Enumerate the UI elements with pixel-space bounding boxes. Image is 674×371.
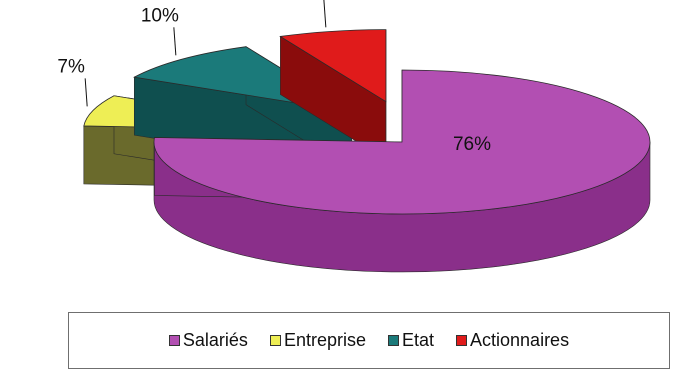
legend-item-etat: Etat — [387, 330, 435, 351]
legend-swatch — [387, 335, 399, 346]
data-label-salaries: 76% — [453, 134, 491, 155]
chart-legend: Salariés Entreprise Etat Actionnaires — [68, 312, 670, 369]
pie-slice-salaries — [153, 69, 651, 273]
legend-item-salaries: Salariés — [168, 330, 248, 351]
pie-slice-top-salaries — [153, 69, 651, 215]
data-label-entreprise: 7% — [57, 56, 85, 77]
pie-slice-top-actionnaires — [279, 29, 387, 103]
legend-item-actionnaires: Actionnaires — [456, 330, 569, 351]
legend-swatch — [168, 335, 180, 346]
leader-line-etat — [173, 27, 177, 56]
legend-label: Etat — [401, 330, 435, 350]
leader-line-actionnaires — [323, 0, 327, 28]
legend-label: Salariés — [182, 330, 248, 350]
data-label-etat: 10% — [141, 5, 179, 26]
legend-item-entreprise: Entreprise — [269, 330, 366, 351]
legend-label: Entreprise — [283, 330, 366, 350]
pie-chart: 7%10%7%76% — [57, 0, 651, 273]
legend-label: Actionnaires — [470, 330, 570, 350]
legend-swatch — [269, 335, 281, 346]
legend-swatch — [456, 335, 468, 346]
pie-slice-actionnaires — [279, 29, 387, 161]
leader-line-entreprise — [84, 78, 88, 107]
